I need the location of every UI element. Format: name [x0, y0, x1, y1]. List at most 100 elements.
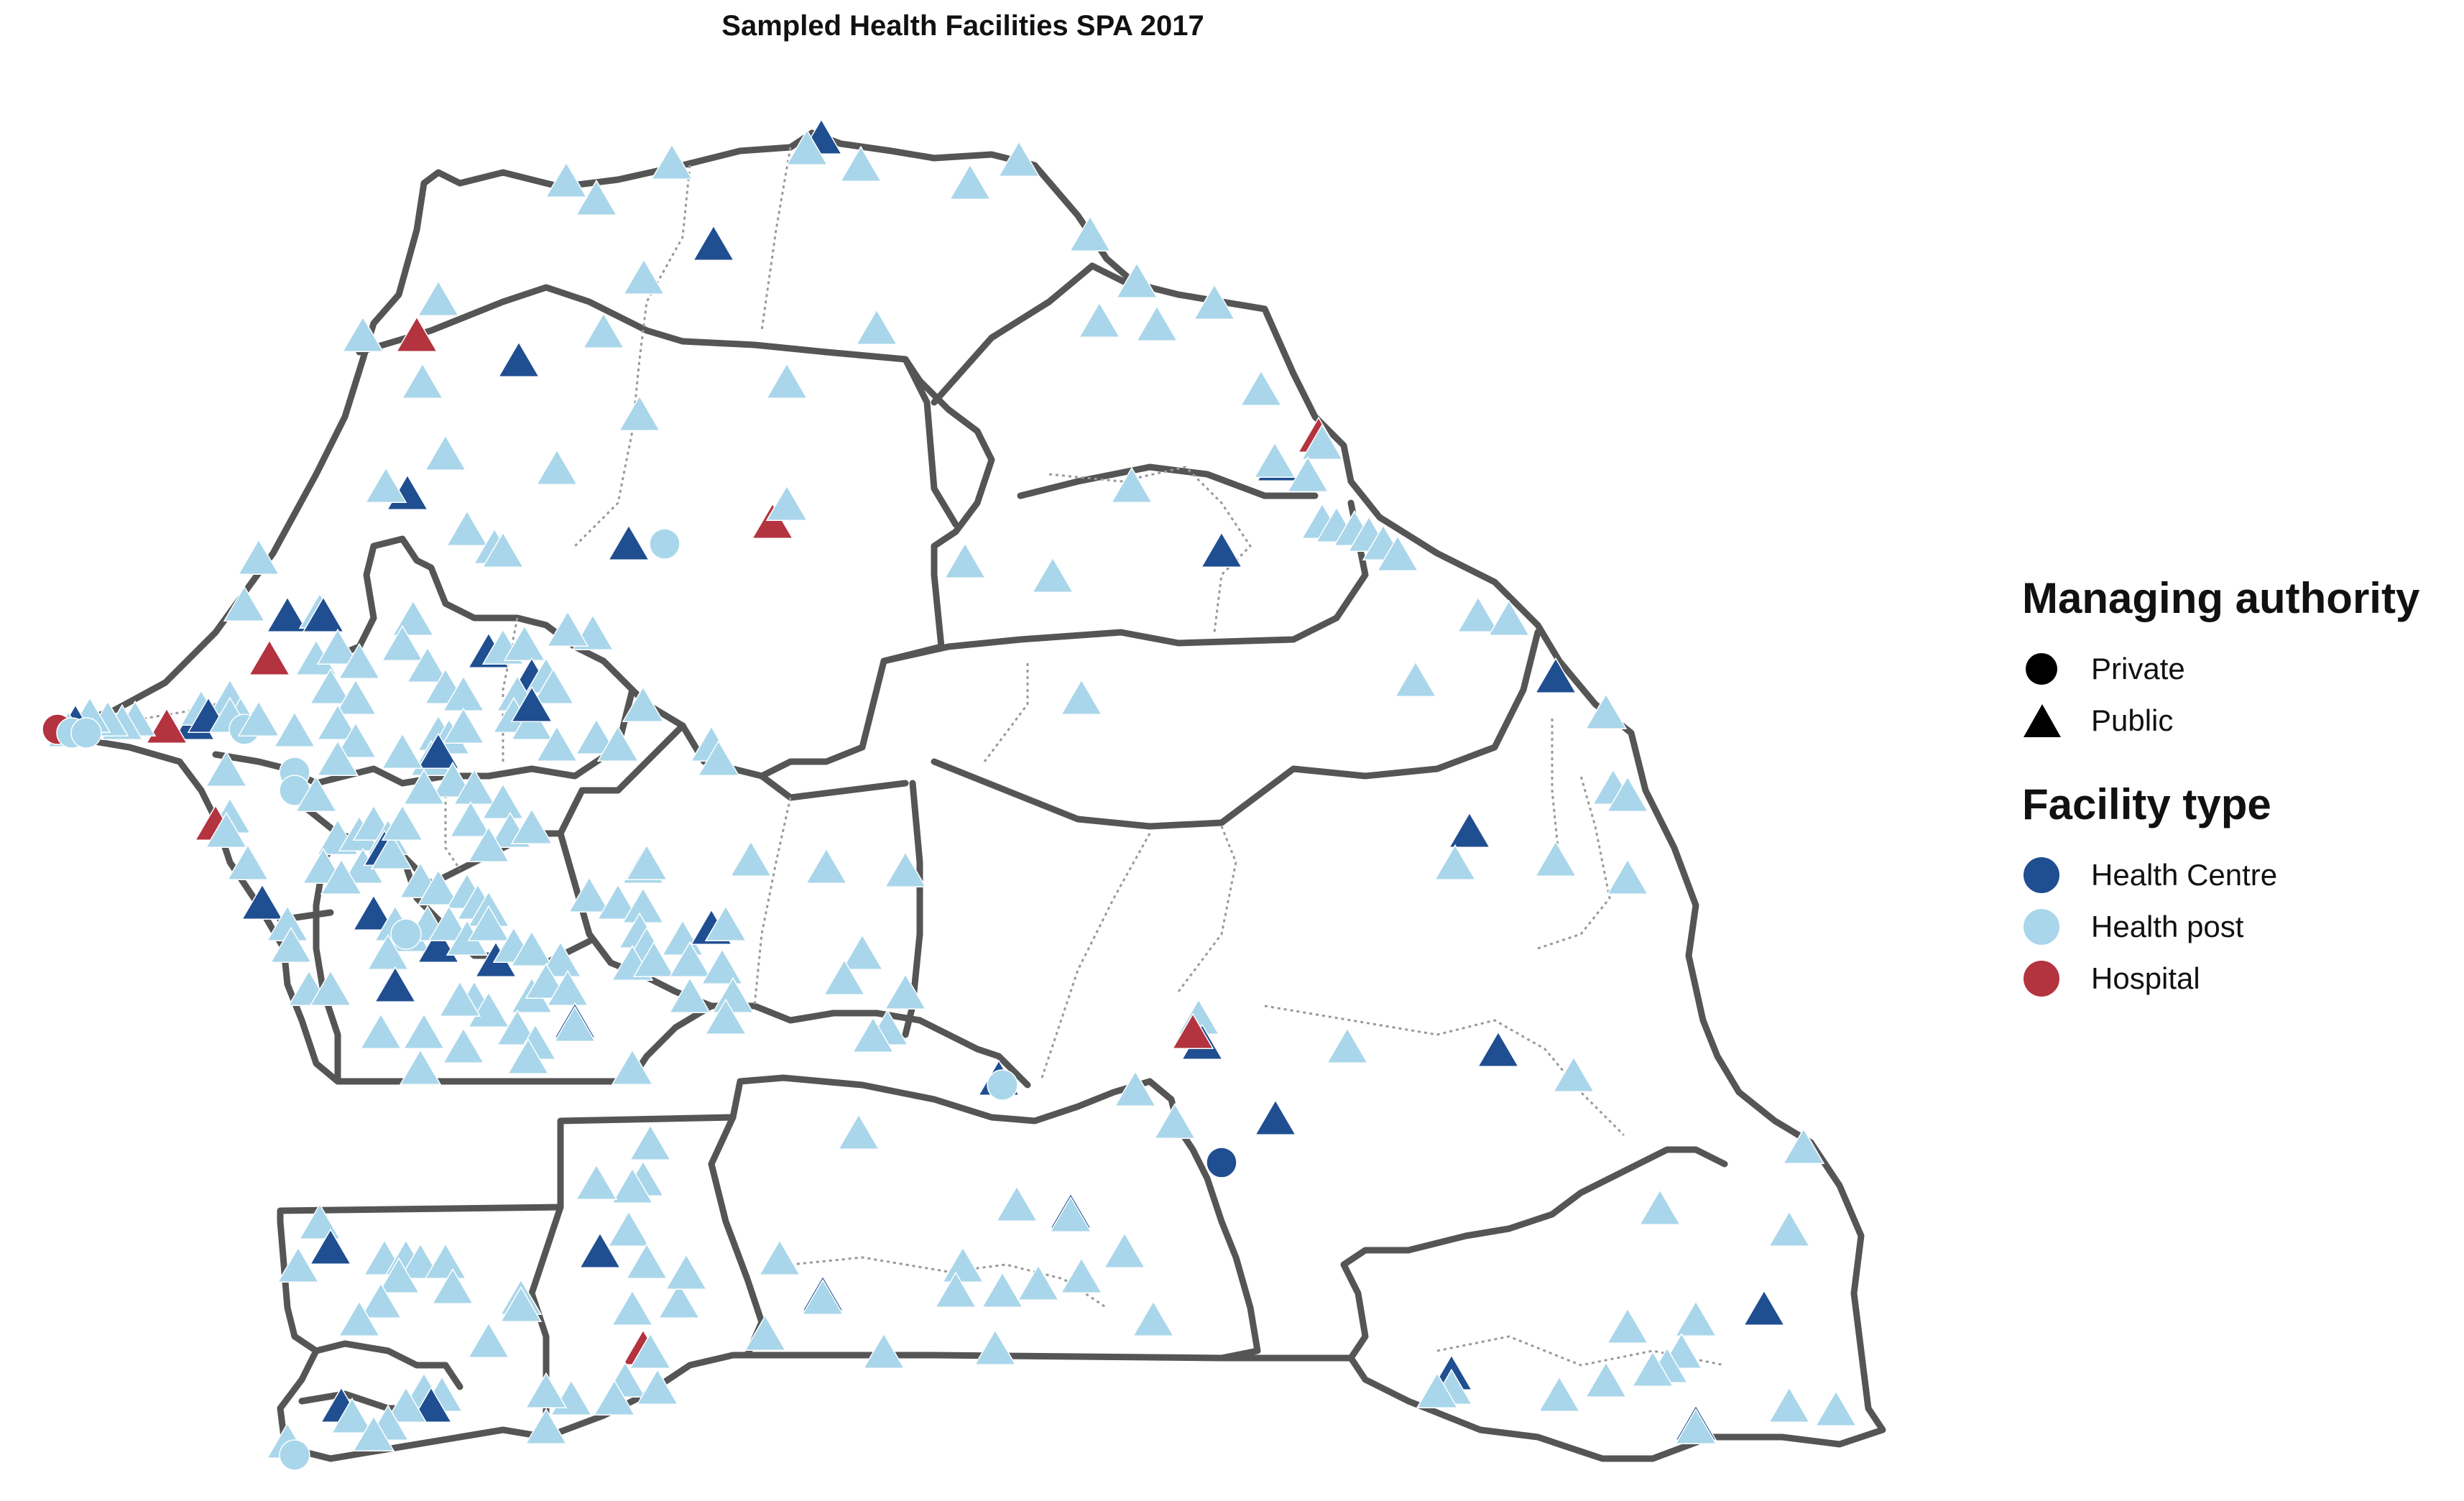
- region-border: [931, 262, 1139, 406]
- health-post-public-marker: [785, 129, 829, 165]
- health-post-public-marker: [446, 509, 489, 546]
- health-post-public-marker: [1674, 1408, 1717, 1444]
- region-border: [880, 499, 1369, 665]
- health-post-public-marker: [399, 1048, 442, 1085]
- health-post-public-marker: [309, 668, 352, 704]
- health-centre-public-marker: [497, 341, 540, 377]
- health-post-public-marker: [862, 1332, 905, 1369]
- health-post-public-marker: [352, 1415, 395, 1451]
- health-post-public-marker: [884, 973, 927, 1010]
- health-post-public-marker: [525, 1408, 568, 1444]
- region-border: [557, 722, 715, 1010]
- health-centre-public-marker: [417, 732, 460, 769]
- health-post-public-marker: [805, 847, 848, 884]
- health-post-public-marker: [381, 732, 424, 769]
- health-post-public-marker: [1326, 1027, 1369, 1063]
- health-post-public-marker: [1301, 423, 1344, 460]
- health-post-public-marker: [1286, 456, 1329, 492]
- hospital-public-marker: [145, 707, 188, 744]
- health-post-public-marker: [539, 941, 582, 977]
- health-post-public-marker: [359, 1012, 402, 1049]
- legend-item-hospital: Hospital: [2022, 953, 2453, 1004]
- health-post-public-marker: [320, 858, 363, 895]
- health-post-public-marker: [467, 905, 510, 941]
- health-post-public-marker: [1060, 1257, 1103, 1293]
- health-centre-public-marker: [510, 685, 553, 722]
- health-post-public-marker: [1017, 1264, 1060, 1301]
- health-post-public-marker: [801, 1278, 844, 1315]
- health-post-public-marker: [1584, 693, 1628, 729]
- health-post-public-marker: [704, 905, 747, 941]
- health-centre-public-marker: [302, 596, 345, 632]
- health-centre-public-marker: [1743, 1289, 1786, 1326]
- hospital-public-marker: [395, 315, 438, 352]
- map-title: Sampled Health Facilities SPA 2017: [721, 10, 1204, 42]
- health-post-public-marker: [1114, 1070, 1157, 1107]
- health-centre-public-marker: [266, 596, 309, 632]
- health-post-public-marker: [852, 1016, 895, 1053]
- health-post-public-marker: [438, 980, 481, 1017]
- health-post-public-marker: [855, 308, 898, 345]
- health-post-public-marker: [417, 869, 460, 905]
- health-post-public-marker: [1135, 305, 1178, 341]
- health-post-public-marker: [449, 800, 492, 837]
- health-post-public-marker: [665, 1253, 708, 1290]
- health-post-public-marker: [316, 628, 359, 665]
- health-post-public-marker: [496, 1009, 539, 1045]
- health-post-public-marker: [381, 624, 424, 661]
- health-post-public-marker: [943, 542, 987, 578]
- health-post-public-marker: [273, 711, 316, 747]
- health-post-public-marker: [205, 750, 248, 787]
- health-post-public-marker: [704, 998, 747, 1035]
- health-post-public-marker: [622, 685, 665, 722]
- hospital-public-marker: [751, 502, 794, 539]
- health-centre-private-marker: [1206, 1147, 1237, 1178]
- health-post-public-marker: [1768, 1210, 1811, 1247]
- health-post-public-marker: [417, 280, 460, 316]
- health-post-public-marker: [629, 1332, 672, 1369]
- health-post-public-marker: [442, 707, 485, 744]
- map-canvas: [42, 118, 1886, 1471]
- health-post-public-marker: [1674, 1300, 1717, 1336]
- health-post-public-marker: [596, 883, 640, 920]
- health-post-public-marker: [1631, 1350, 1674, 1387]
- hospital-swatch-icon: [2022, 959, 2061, 998]
- legend-item-health-centre: Health Centre: [2022, 849, 2453, 901]
- health-post-public-marker: [765, 362, 808, 399]
- health-post-public-marker: [629, 1124, 672, 1160]
- health-post-public-marker: [729, 840, 772, 877]
- health-post-public-marker: [1376, 535, 1419, 571]
- health-post-public-marker: [981, 1271, 1024, 1308]
- triangle-icon: [2022, 701, 2061, 740]
- health-post-public-marker: [668, 941, 711, 977]
- region-border: [528, 1204, 564, 1433]
- health-post-public-marker: [1606, 1307, 1649, 1344]
- health-post-public-marker: [974, 1329, 1017, 1365]
- health-post-public-marker: [546, 969, 589, 1006]
- health-post-public-marker: [467, 826, 510, 862]
- health-post-public-marker: [1457, 596, 1500, 632]
- health-post-public-marker: [341, 315, 384, 352]
- legend-title-facility-type: Facility type: [2022, 780, 2271, 828]
- health-post-public-marker: [532, 668, 575, 704]
- health-centre-public-marker: [352, 894, 395, 930]
- legend: Managing authority Private Public Facili…: [2022, 573, 2453, 1038]
- health-post-public-marker: [545, 161, 588, 198]
- health-post-public-marker: [499, 1285, 543, 1322]
- health-post-public-marker: [625, 844, 668, 880]
- health-post-public-marker: [510, 808, 553, 844]
- health-post-public-marker: [535, 448, 578, 485]
- health-post-public-marker: [632, 941, 675, 977]
- health-post-private-marker: [987, 1069, 1018, 1101]
- health-post-public-marker: [1584, 1361, 1628, 1398]
- health-post-public-marker: [1240, 369, 1283, 406]
- health-post-public-marker: [467, 1321, 510, 1358]
- health-post-private-marker: [390, 918, 422, 950]
- health-post-swatch-icon: [2022, 907, 2061, 946]
- health-post-public-marker: [503, 624, 546, 661]
- health-centre-public-marker: [1534, 657, 1577, 693]
- health-post-public-marker: [331, 1397, 374, 1433]
- health-post-public-marker: [402, 768, 446, 805]
- health-post-public-marker: [625, 1242, 668, 1279]
- health-post-public-marker: [593, 1379, 636, 1415]
